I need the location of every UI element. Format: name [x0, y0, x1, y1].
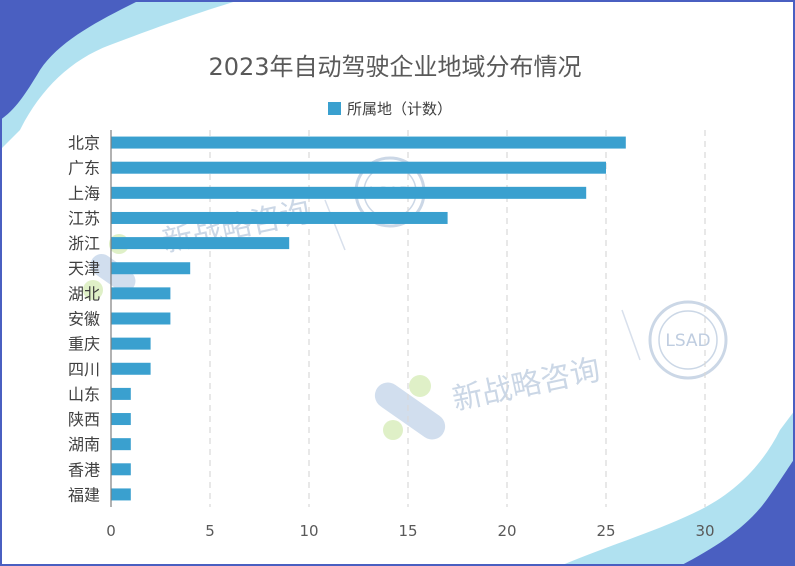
- watermark-text-2: 新战略咨询: [449, 352, 603, 417]
- category-label: 湖南: [68, 435, 100, 454]
- category-label: 香港: [68, 460, 100, 479]
- x-tick-label: 30: [695, 522, 714, 540]
- x-tick-label: 10: [299, 522, 318, 540]
- x-tick-label: 0: [106, 522, 116, 540]
- bar-10: [111, 362, 151, 375]
- bar-5: [111, 237, 290, 250]
- chart-title: 2023年自动驾驶企业地域分布情况: [208, 53, 581, 81]
- x-tick-label: 25: [596, 522, 615, 540]
- legend: 所属地（计数）: [328, 100, 452, 118]
- x-tick-label: 20: [497, 522, 516, 540]
- bar-9: [111, 337, 151, 350]
- bar-4: [111, 211, 448, 224]
- category-label: 浙江: [68, 234, 100, 253]
- bar-3: [111, 186, 587, 199]
- bar-15: [111, 488, 131, 501]
- watermark-text: 新战略咨询: [159, 194, 313, 259]
- bar-6: [111, 262, 191, 275]
- category-label: 陕西: [68, 410, 100, 429]
- bar-13: [111, 438, 131, 451]
- category-label: 福建: [68, 485, 100, 504]
- watermark-divider: [324, 199, 346, 251]
- bar-1: [111, 136, 626, 149]
- watermark-logo-2: LSAD: [648, 300, 728, 380]
- bar-12: [111, 413, 131, 426]
- decor-top-left: [0, 0, 240, 150]
- bar-14: [111, 463, 131, 476]
- bar-2: [111, 161, 606, 174]
- x-tick-label: 15: [398, 522, 417, 540]
- category-label: 上海: [68, 184, 100, 203]
- bar-11: [111, 387, 131, 400]
- category-label: 江苏: [68, 209, 100, 228]
- legend-label: 所属地（计数）: [347, 100, 452, 118]
- bar-7: [111, 287, 171, 300]
- category-label: 安徽: [68, 310, 100, 329]
- category-label: 山东: [68, 385, 100, 404]
- x-tick-label: 5: [205, 522, 215, 540]
- category-label: 广东: [68, 159, 100, 178]
- watermark-group: LSAD 新战略咨询 LSAD 新战略咨询: [83, 156, 728, 440]
- decor-bottom-right: [560, 410, 795, 566]
- legend-swatch: [328, 102, 341, 115]
- watermark-divider-2: [621, 309, 641, 361]
- bar-8: [111, 312, 171, 325]
- category-label: 四川: [68, 360, 100, 379]
- category-label: 重庆: [68, 335, 100, 354]
- category-label: 湖北: [68, 284, 100, 303]
- x-axis-ticks: 0 5 10 15 20 25 30: [106, 522, 714, 540]
- category-label: 北京: [68, 134, 100, 153]
- grid: [209, 130, 706, 507]
- bars: [111, 136, 626, 501]
- category-label: 天津: [68, 259, 100, 278]
- watermark-logo-text-2: LSAD: [665, 331, 710, 351]
